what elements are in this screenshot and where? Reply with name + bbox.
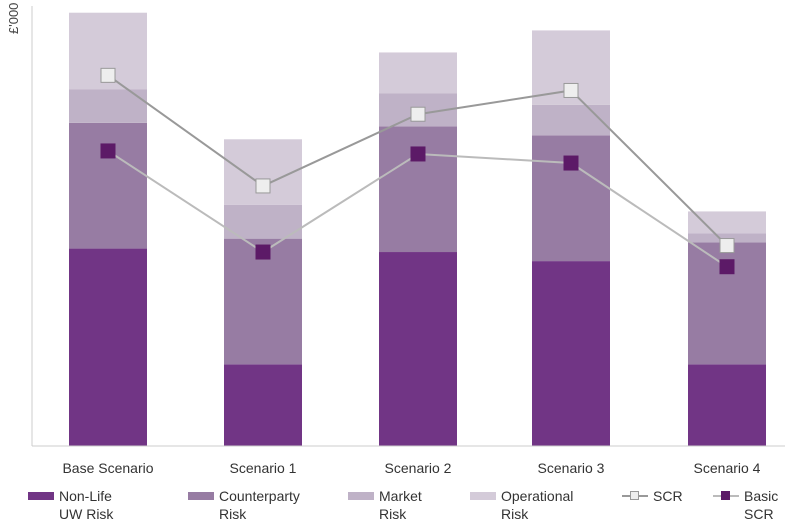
legend-label-operational-risk: Operational Risk bbox=[501, 488, 574, 522]
legend-line-basic-scr bbox=[713, 487, 739, 505]
x-tick-label-1: Base Scenario bbox=[62, 460, 153, 476]
chart: Base Scenario Scenario 1 Scenario 2 Scenari… bbox=[31, 6, 785, 476]
bar-market-risk-2 bbox=[224, 204, 302, 239]
legend-label-non-life-uw-risk: Non-Life UW Risk bbox=[59, 488, 114, 522]
bar-operational-risk-5 bbox=[688, 211, 766, 234]
bar-non-life-uw-risk-3 bbox=[379, 252, 457, 446]
legend-label-counterparty-risk: Counterparty Risk bbox=[219, 488, 300, 522]
marker-scr-3 bbox=[410, 106, 426, 122]
marker-scr-5 bbox=[719, 238, 735, 254]
category-labels: Base Scenario Scenario 1 Scenario 2 Scenari… bbox=[62, 460, 760, 476]
legend-line-scr bbox=[622, 487, 648, 505]
bar-non-life-uw-risk-1 bbox=[69, 248, 147, 446]
legend-swatch-operational-risk bbox=[470, 492, 496, 500]
marker-basic-scr-5 bbox=[719, 259, 735, 275]
x-tick-label-4: Scenario 3 bbox=[538, 460, 605, 476]
marker-scr-1 bbox=[100, 67, 116, 83]
legend-label-basic-scr: Basic SCR bbox=[744, 488, 779, 522]
legend: Non-Life UW Risk Counterparty Risk Market Ris… bbox=[28, 487, 785, 527]
x-tick-label-2: Scenario 1 bbox=[230, 460, 297, 476]
legend-item-non-life-uw-risk: Non-Life UW Risk bbox=[28, 487, 154, 523]
bar-market-risk-5 bbox=[688, 233, 766, 243]
x-tick-label-3: Scenario 2 bbox=[385, 460, 452, 476]
legend-swatch-non-life-uw-risk bbox=[28, 492, 54, 500]
marker-scr-4 bbox=[563, 82, 579, 98]
legend-item-operational-risk: Operational Risk bbox=[470, 487, 596, 523]
bar-counterparty-risk-4 bbox=[532, 135, 610, 262]
bar-counterparty-risk-2 bbox=[224, 238, 302, 365]
bar-non-life-uw-risk-2 bbox=[224, 364, 302, 446]
lines-layer bbox=[100, 67, 735, 275]
legend-item-scr: SCR bbox=[622, 487, 748, 505]
bar-non-life-uw-risk-5 bbox=[688, 364, 766, 446]
marker-basic-scr-1 bbox=[100, 143, 116, 159]
legend-swatch-counterparty-risk bbox=[188, 492, 214, 500]
bar-counterparty-risk-3 bbox=[379, 126, 457, 253]
bar-counterparty-risk-1 bbox=[69, 122, 147, 249]
bars-layer bbox=[69, 12, 766, 446]
marker-basic-scr-3 bbox=[410, 146, 426, 162]
marker-basic-scr-4 bbox=[563, 155, 579, 171]
x-tick-label-5: Scenario 4 bbox=[694, 460, 761, 476]
legend-item-market-risk: Market Risk bbox=[348, 487, 474, 523]
marker-scr-2 bbox=[255, 178, 271, 194]
legend-item-counterparty-risk: Counterparty Risk bbox=[188, 487, 314, 523]
legend-item-basic-scr: Basic SCR bbox=[713, 487, 785, 523]
legend-label-market-risk: Market Risk bbox=[379, 488, 422, 522]
bar-market-risk-4 bbox=[532, 104, 610, 136]
bar-operational-risk-2 bbox=[224, 139, 302, 205]
bar-operational-risk-3 bbox=[379, 52, 457, 94]
legend-label-scr: SCR bbox=[653, 488, 683, 504]
legend-swatch-market-risk bbox=[348, 492, 374, 500]
marker-basic-scr-2 bbox=[255, 244, 271, 260]
bar-non-life-uw-risk-4 bbox=[532, 261, 610, 446]
